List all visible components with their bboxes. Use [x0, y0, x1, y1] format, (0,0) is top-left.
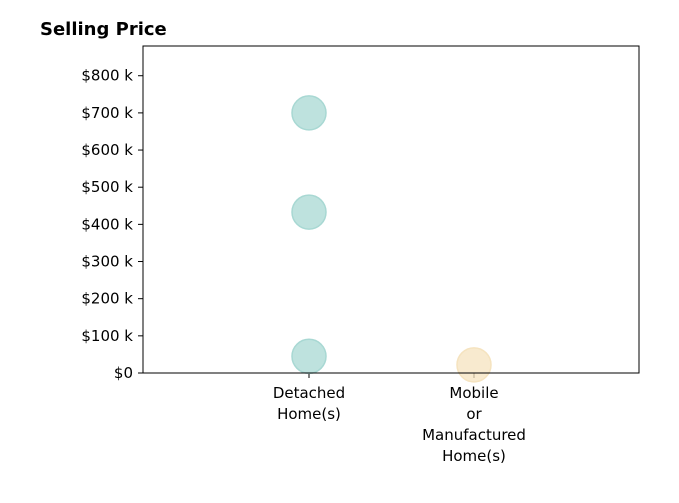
y-tick-label: $300 k — [81, 253, 133, 271]
y-tick-label: $200 k — [81, 290, 133, 308]
data-point — [456, 347, 492, 383]
x-tick-label: Detached Home(s) — [273, 384, 345, 423]
y-tick-label: $500 k — [81, 178, 133, 196]
data-point — [291, 194, 327, 230]
x-axis: Detached Home(s) Mobile or Manufactured Home(… — [273, 373, 526, 465]
y-tick-label: $400 k — [81, 215, 133, 233]
y-axis: $0 $100 k $200 k $300 k $400 k $500 k $600 k $7… — [81, 67, 143, 382]
data-point — [291, 95, 327, 131]
y-tick-label: $700 k — [81, 104, 133, 122]
x-tick-label: Mobile or Manufactured Home(s) — [422, 384, 526, 465]
plot-frame — [142, 45, 640, 374]
y-tick-label: $100 k — [81, 327, 133, 345]
data-points — [291, 95, 492, 383]
y-tick-label: $600 k — [81, 141, 133, 159]
data-point — [291, 338, 327, 375]
chart-title: Selling Price — [40, 19, 167, 40]
y-tick-label: $800 k — [81, 67, 133, 85]
y-tick-label: $0 — [114, 364, 133, 382]
